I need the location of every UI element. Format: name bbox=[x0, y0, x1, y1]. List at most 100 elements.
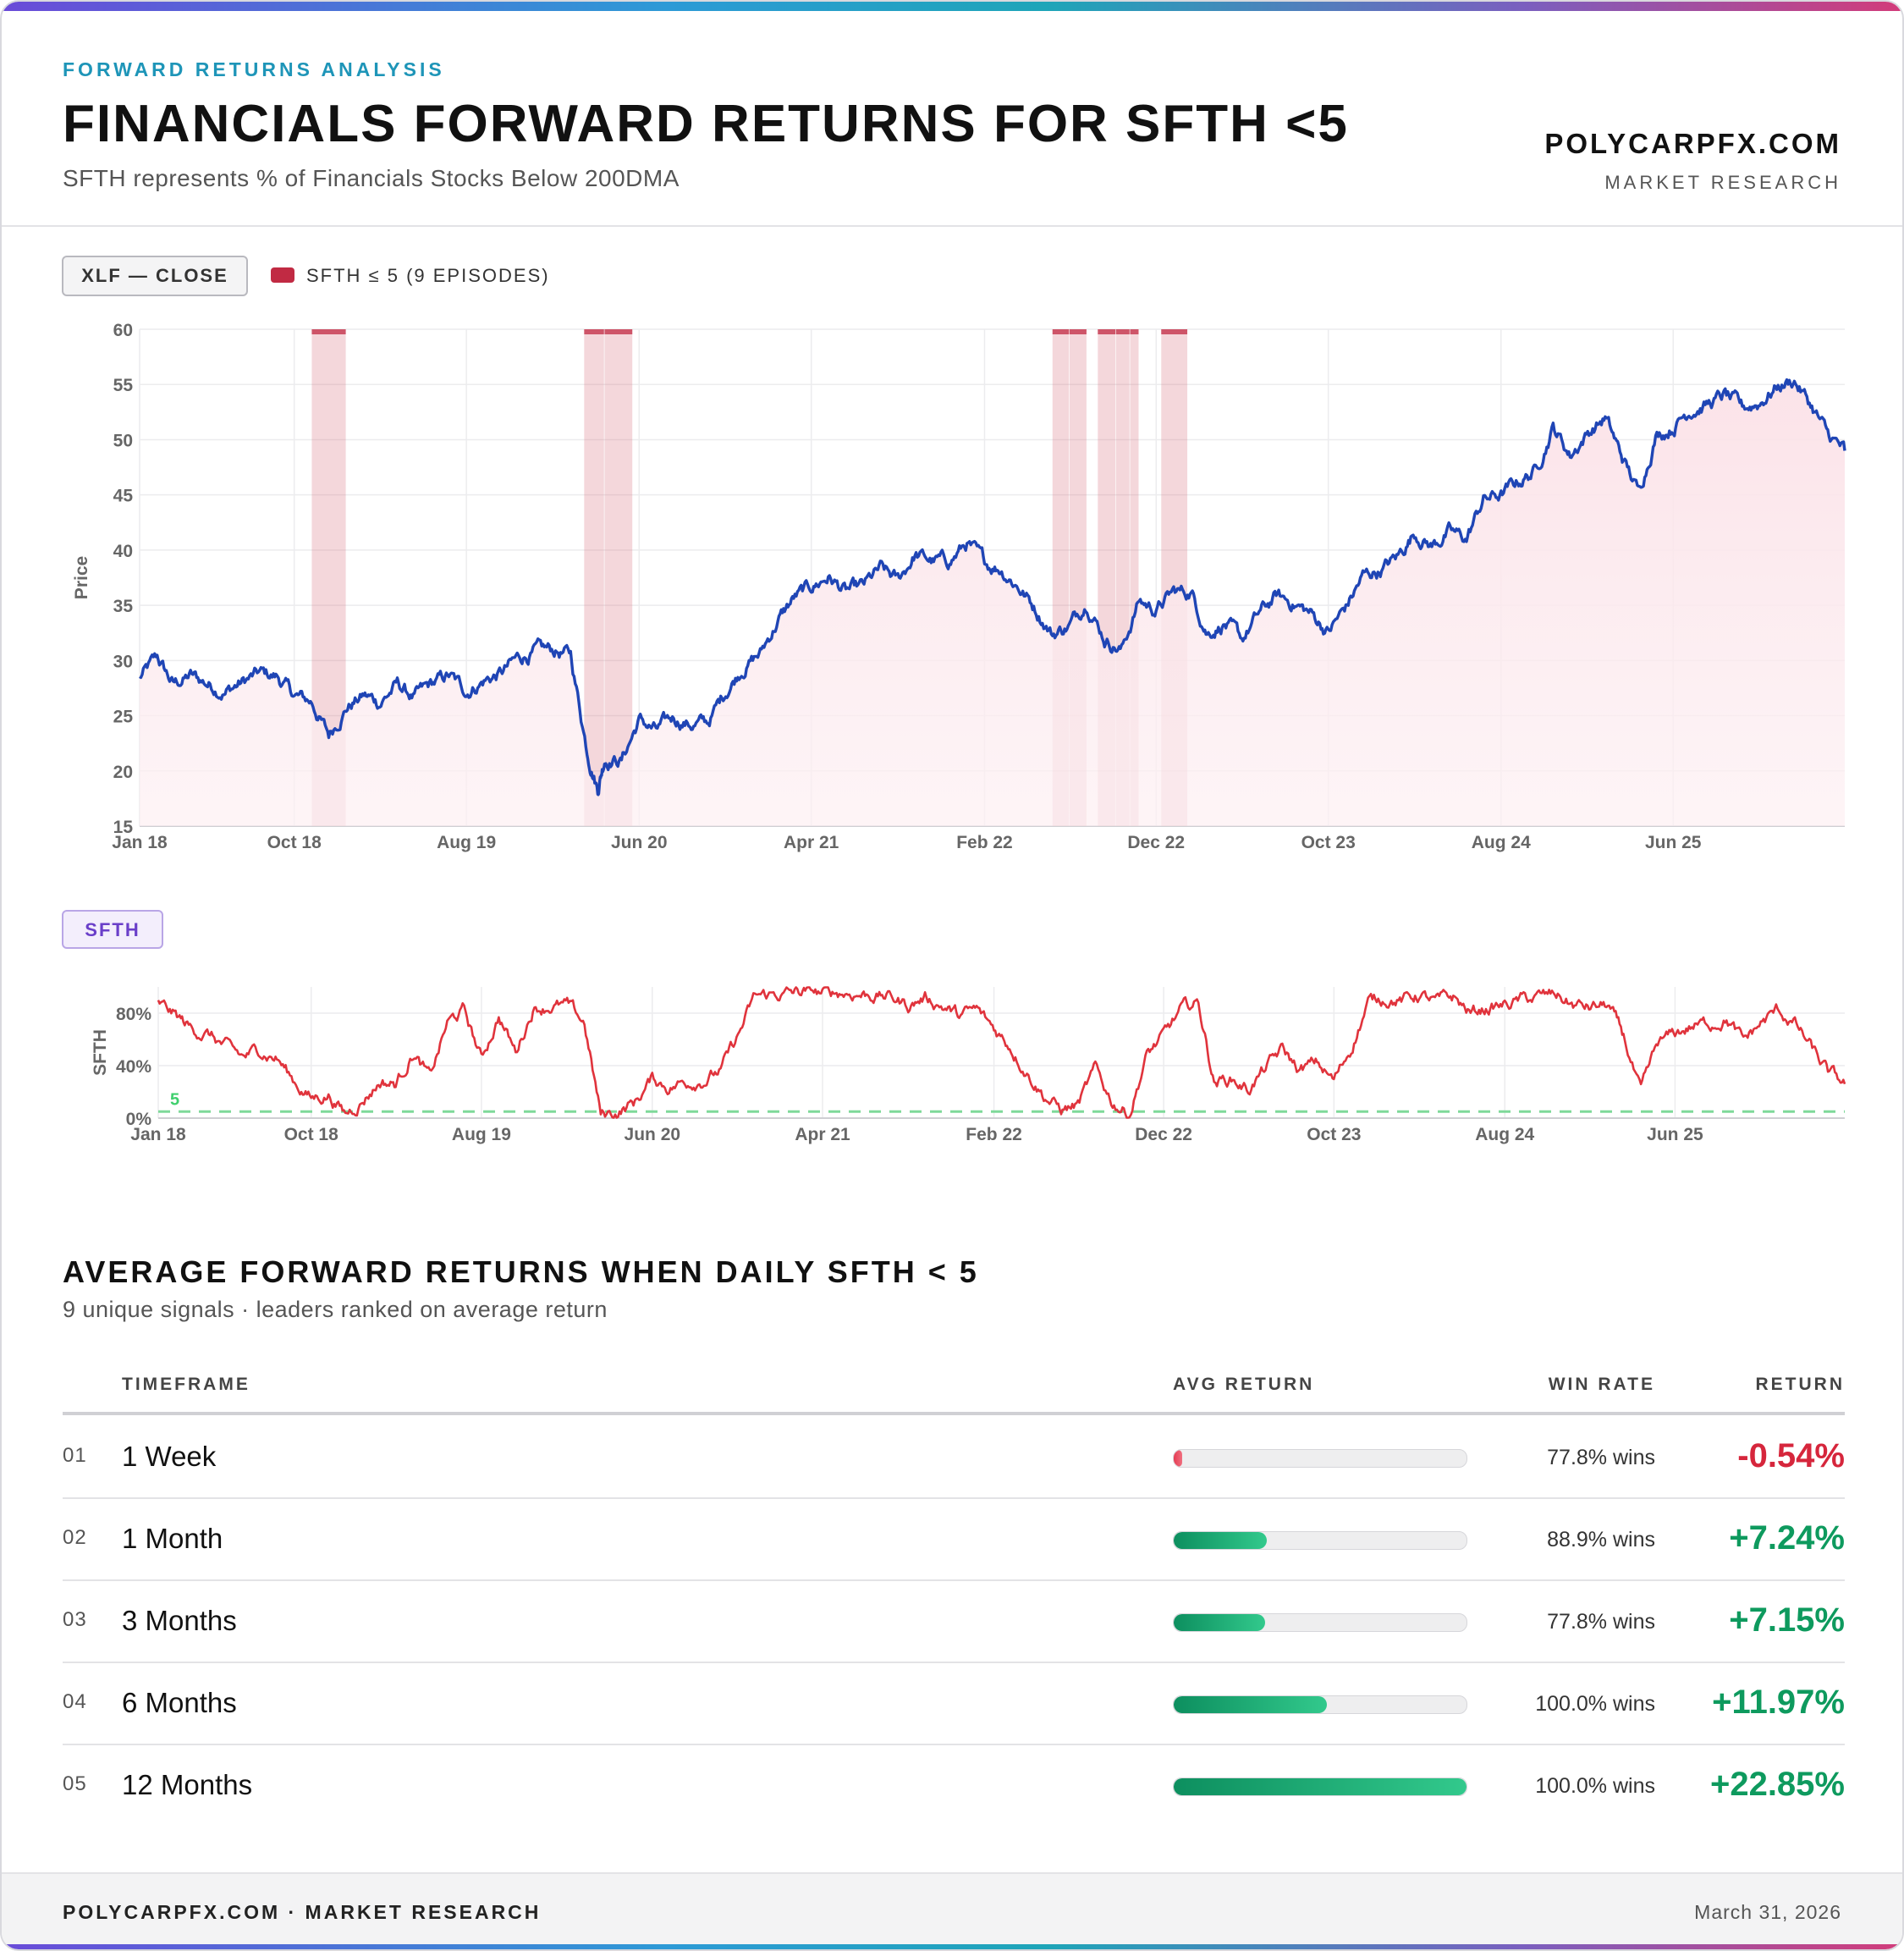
y-tick-label: 30 bbox=[113, 652, 133, 671]
row-timeframe: 3 Months bbox=[122, 1605, 237, 1636]
row-rank: 05 bbox=[63, 1772, 87, 1795]
episode-cap bbox=[584, 329, 604, 334]
row-rank: 04 bbox=[63, 1690, 87, 1713]
table-subtitle: 9 unique signals · leaders ranked on ave… bbox=[63, 1297, 608, 1322]
return-bar-track bbox=[1173, 1449, 1467, 1468]
x-tick-label: Jun 20 bbox=[611, 833, 668, 852]
x-tick-label: Jun 20 bbox=[625, 1125, 681, 1144]
x-tick-label: Oct 23 bbox=[1307, 1125, 1361, 1144]
x-tick-label: Aug 19 bbox=[437, 833, 496, 852]
x-tick-label: Aug 24 bbox=[1472, 833, 1531, 852]
charts-area: XLF — CLOSE SFTH ≤ 5 (9 EPISODES) 15 20 25… bbox=[62, 256, 1846, 1144]
legend-episode-swatch bbox=[271, 267, 294, 283]
episode-band bbox=[604, 329, 633, 826]
table-row[interactable]: 01 1 Week 77.8% wins -0.54% bbox=[63, 1415, 1845, 1499]
x-tick-label: Apr 21 bbox=[784, 833, 839, 852]
episode-cap bbox=[1130, 329, 1139, 334]
episode-cap bbox=[1052, 329, 1070, 334]
episode-cap bbox=[1098, 329, 1116, 334]
price-line bbox=[139, 378, 1846, 796]
row-win-rate: 100.0% wins bbox=[1535, 1692, 1655, 1716]
return-bar-fill bbox=[1174, 1696, 1328, 1713]
x-tick-label: Oct 23 bbox=[1301, 833, 1356, 852]
brand-tagline: MARKET RESEARCH bbox=[1604, 172, 1841, 193]
x-tick-label: Aug 24 bbox=[1475, 1125, 1534, 1144]
footer-date: March 31, 2026 bbox=[1694, 1901, 1841, 1923]
legend-xlf-box[interactable] bbox=[62, 256, 248, 296]
table-row[interactable]: 05 12 Months 100.0% wins +22.85% bbox=[63, 1744, 1845, 1826]
sfth-legend: SFTH bbox=[62, 910, 163, 949]
return-bar-track bbox=[1173, 1613, 1467, 1632]
row-rank: 02 bbox=[63, 1526, 87, 1549]
accent-bar-bottom bbox=[2, 1944, 1902, 1949]
row-win-rate: 100.0% wins bbox=[1535, 1774, 1655, 1798]
price-area bbox=[140, 379, 1845, 827]
sfth-chart: 0% 40% 80% Jan 18 Oct 18 Aug 19 Jun 20 Apr 21 Fe… bbox=[91, 986, 1846, 1144]
col-avg-return[interactable]: AVG RETURN bbox=[1173, 1375, 1315, 1394]
x-tick-label: Dec 22 bbox=[1127, 833, 1185, 852]
episode-band bbox=[1130, 329, 1139, 826]
row-return: +7.24% bbox=[1729, 1519, 1845, 1557]
episode-cap bbox=[1161, 329, 1188, 334]
y-tick-label: 80% bbox=[116, 1005, 151, 1024]
table-row[interactable]: 04 6 Months 100.0% wins +11.97% bbox=[63, 1662, 1845, 1745]
y-tick-label: 20 bbox=[113, 763, 133, 782]
y-tick-label: 55 bbox=[113, 376, 134, 395]
episode-cap bbox=[1115, 329, 1130, 334]
row-return: +11.97% bbox=[1712, 1684, 1845, 1721]
return-bar-fill bbox=[1174, 1614, 1266, 1631]
y-tick-label: 35 bbox=[113, 597, 134, 616]
row-rank: 01 bbox=[63, 1444, 87, 1467]
legend-episode-label: SFTH ≤ 5 (9 EPISODES) bbox=[306, 265, 550, 286]
row-timeframe: 1 Month bbox=[122, 1523, 223, 1554]
y-tick-label: 40 bbox=[113, 542, 133, 561]
episode-cap bbox=[1069, 329, 1087, 334]
page-subtitle: SFTH represents % of Financials Stocks B… bbox=[63, 165, 680, 191]
table-title: AVERAGE FORWARD RETURNS WHEN DAILY SFTH … bbox=[63, 1254, 979, 1289]
row-win-rate: 77.8% wins bbox=[1547, 1610, 1655, 1634]
y-tick-label: 25 bbox=[113, 708, 134, 727]
page-title: FINANCIALS FORWARD RETURNS FOR SFTH <5 bbox=[63, 95, 1349, 153]
table-row[interactable]: 03 3 Months 77.8% wins +7.15% bbox=[63, 1579, 1845, 1663]
x-tick-label: Aug 19 bbox=[452, 1125, 511, 1144]
x-tick-label: Dec 22 bbox=[1135, 1125, 1192, 1144]
y-tick-label: 60 bbox=[113, 321, 133, 340]
col-win-rate[interactable]: WIN RATE bbox=[1548, 1375, 1655, 1394]
col-return[interactable]: RETURN bbox=[1755, 1375, 1845, 1394]
row-timeframe: 12 Months bbox=[122, 1769, 253, 1800]
y-tick-label: 45 bbox=[113, 487, 134, 506]
header: FORWARD RETURNS ANALYSIS FINANCIALS FORW… bbox=[2, 11, 1902, 227]
row-timeframe: 6 Months bbox=[122, 1687, 237, 1718]
sfth-line bbox=[157, 986, 1846, 1119]
row-return: +7.15% bbox=[1729, 1601, 1845, 1639]
legend-xlf-label: XLF — CLOSE bbox=[81, 265, 228, 286]
table-header-rule bbox=[63, 1412, 1845, 1415]
x-tick-label: Apr 21 bbox=[795, 1125, 850, 1144]
col-timeframe[interactable]: TIMEFRAME bbox=[122, 1375, 250, 1394]
threshold-label: 5 bbox=[170, 1090, 179, 1109]
footer-brand[interactable]: POLYCARPFX.COM · MARKET RESEARCH bbox=[63, 1901, 542, 1923]
x-tick-label: Oct 18 bbox=[267, 833, 322, 852]
x-tick-label: Feb 22 bbox=[956, 833, 1013, 852]
price-legend: XLF — CLOSE SFTH ≤ 5 (9 EPISODES) bbox=[62, 256, 550, 296]
x-tick-label: Oct 18 bbox=[284, 1125, 339, 1144]
y-tick-label: 40% bbox=[116, 1057, 151, 1077]
brand-name[interactable]: POLYCARPFX.COM bbox=[1544, 128, 1841, 159]
episode-cap bbox=[604, 329, 633, 334]
footer: POLYCARPFX.COM · MARKET RESEARCH March 3… bbox=[2, 1872, 1902, 1949]
accent-bar bbox=[2, 2, 1902, 11]
x-tick-label: Jan 18 bbox=[112, 833, 168, 852]
return-bar-track bbox=[1173, 1531, 1467, 1550]
episode-cap bbox=[311, 329, 346, 334]
x-tick-label: Jun 25 bbox=[1647, 1125, 1703, 1144]
y-axis-label: SFTH bbox=[91, 1029, 110, 1076]
return-bar-fill bbox=[1174, 1778, 1467, 1795]
x-tick-label: Jan 18 bbox=[130, 1125, 186, 1144]
row-win-rate: 88.9% wins bbox=[1547, 1528, 1655, 1551]
legend-sfth-box[interactable] bbox=[62, 910, 163, 949]
table-row[interactable]: 02 1 Month 88.9% wins +7.24% bbox=[63, 1497, 1845, 1581]
y-tick-label: 0% bbox=[126, 1110, 152, 1129]
return-bar-track bbox=[1173, 1695, 1467, 1714]
y-axis-label: Price bbox=[72, 556, 91, 599]
